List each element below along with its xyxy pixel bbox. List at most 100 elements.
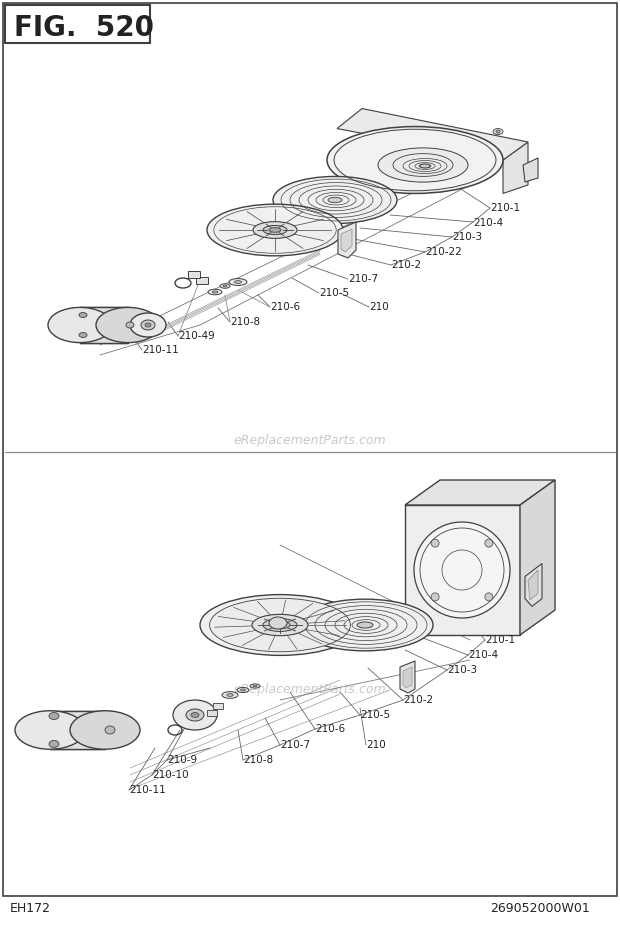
Bar: [213, 703, 223, 709]
Polygon shape: [503, 142, 528, 193]
Bar: [5, 5, 150, 43]
Bar: [80, 307, 128, 342]
Ellipse shape: [357, 622, 373, 628]
Ellipse shape: [208, 290, 222, 295]
Ellipse shape: [253, 222, 297, 239]
Text: 210-1: 210-1: [485, 635, 515, 645]
Ellipse shape: [79, 332, 87, 338]
Polygon shape: [403, 667, 412, 688]
Text: 210-7: 210-7: [348, 274, 378, 284]
Ellipse shape: [212, 290, 218, 293]
Text: 210: 210: [369, 302, 389, 312]
Polygon shape: [523, 158, 538, 182]
Ellipse shape: [173, 700, 217, 730]
Text: 210-5: 210-5: [360, 710, 390, 720]
Text: 210-9: 210-9: [167, 755, 197, 765]
Ellipse shape: [263, 226, 287, 235]
Polygon shape: [405, 505, 520, 635]
Text: eReplacementParts.com: eReplacementParts.com: [234, 684, 386, 697]
Ellipse shape: [496, 130, 500, 133]
Ellipse shape: [96, 307, 160, 342]
Ellipse shape: [297, 599, 433, 651]
Ellipse shape: [130, 313, 166, 337]
Ellipse shape: [220, 284, 230, 289]
Polygon shape: [520, 480, 555, 635]
Ellipse shape: [210, 598, 350, 652]
Ellipse shape: [273, 177, 397, 224]
Text: FIG.  520: FIG. 520: [14, 14, 154, 42]
Text: 210-8: 210-8: [243, 755, 273, 765]
Ellipse shape: [485, 593, 493, 601]
Ellipse shape: [191, 712, 199, 718]
Polygon shape: [341, 229, 352, 252]
Ellipse shape: [227, 694, 233, 697]
Ellipse shape: [275, 623, 285, 627]
Ellipse shape: [222, 692, 238, 698]
Ellipse shape: [378, 148, 468, 182]
Ellipse shape: [234, 280, 242, 283]
Text: 210-11: 210-11: [129, 785, 166, 795]
Polygon shape: [525, 563, 542, 607]
Ellipse shape: [269, 228, 281, 232]
Ellipse shape: [15, 710, 85, 749]
Ellipse shape: [270, 622, 290, 629]
Text: EH172: EH172: [10, 902, 51, 915]
Polygon shape: [50, 710, 105, 749]
Bar: [188, 271, 200, 278]
Ellipse shape: [200, 595, 360, 656]
Polygon shape: [338, 222, 356, 258]
Ellipse shape: [250, 684, 260, 688]
Ellipse shape: [327, 127, 503, 193]
Text: 210-8: 210-8: [230, 317, 260, 327]
Ellipse shape: [223, 285, 227, 287]
Ellipse shape: [253, 685, 257, 687]
Text: 210: 210: [366, 740, 386, 750]
Text: 210-4: 210-4: [468, 650, 498, 660]
Ellipse shape: [145, 323, 151, 327]
Text: 210-6: 210-6: [270, 302, 300, 312]
Text: 269052000W01: 269052000W01: [490, 902, 590, 915]
Ellipse shape: [431, 593, 439, 601]
Ellipse shape: [207, 204, 343, 256]
Text: 210-10: 210-10: [152, 770, 188, 780]
Ellipse shape: [414, 522, 510, 618]
Text: 210-6: 210-6: [315, 724, 345, 734]
Ellipse shape: [48, 307, 112, 342]
Ellipse shape: [241, 689, 246, 691]
Text: 210-7: 210-7: [280, 740, 310, 750]
Ellipse shape: [237, 687, 249, 693]
Text: 210-3: 210-3: [447, 665, 477, 675]
Text: 210-49: 210-49: [178, 331, 215, 341]
Text: 210-22: 210-22: [425, 247, 462, 257]
Ellipse shape: [493, 129, 503, 134]
Polygon shape: [337, 108, 528, 160]
Ellipse shape: [105, 726, 115, 734]
Bar: [196, 277, 208, 284]
Ellipse shape: [79, 313, 87, 317]
Ellipse shape: [485, 539, 493, 547]
Polygon shape: [405, 480, 555, 505]
Ellipse shape: [229, 278, 247, 286]
Ellipse shape: [126, 322, 134, 328]
Ellipse shape: [431, 539, 439, 547]
Bar: [207, 710, 217, 716]
Ellipse shape: [252, 614, 308, 635]
Ellipse shape: [49, 741, 59, 747]
Text: eReplacementParts.com: eReplacementParts.com: [234, 434, 386, 447]
Text: 210-4: 210-4: [473, 218, 503, 228]
Text: 210-3: 210-3: [452, 232, 482, 242]
Text: 210-2: 210-2: [391, 260, 421, 270]
Ellipse shape: [263, 619, 297, 632]
Text: 210-1: 210-1: [490, 203, 520, 213]
Text: 210-11: 210-11: [142, 345, 179, 355]
Text: 210-5: 210-5: [319, 288, 349, 298]
Ellipse shape: [186, 709, 204, 721]
Ellipse shape: [49, 712, 59, 720]
Ellipse shape: [420, 164, 430, 168]
Text: 210-2: 210-2: [403, 695, 433, 705]
Ellipse shape: [70, 710, 140, 749]
Ellipse shape: [141, 320, 155, 330]
Polygon shape: [400, 661, 415, 693]
Polygon shape: [528, 570, 538, 600]
Ellipse shape: [269, 617, 287, 629]
